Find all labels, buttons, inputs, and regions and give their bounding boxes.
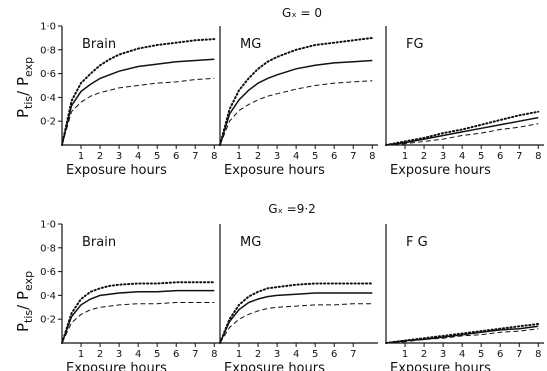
x-tick-label: 1 [78, 151, 84, 162]
series-line-dashed [61, 302, 215, 344]
x-tick-label: 6 [497, 151, 503, 162]
series-line-solid [219, 292, 373, 344]
x-tick-label: 8 [369, 151, 375, 162]
x-tick-label: 6 [173, 151, 179, 162]
x-tick-label: 7 [350, 151, 356, 162]
x-tick-label: 4 [135, 151, 141, 162]
x-axis-label: Exposure hours [66, 163, 167, 178]
panel-title: MG [240, 235, 261, 250]
x-tick-label: 2 [97, 151, 103, 162]
x-tick-label: 2 [421, 349, 427, 360]
x-axis-label: Exposure hours [224, 163, 325, 178]
x-tick-label: 4 [459, 349, 465, 360]
x-tick-label: 3 [440, 151, 446, 162]
x-tick-label: 4 [135, 349, 141, 360]
x-tick-label: 7 [516, 349, 522, 360]
panel-0: 1 2 3 4 5 6 7 8 0·2 0·4 0·6 0·8 1·0 Brain Exposure hou… [40, 22, 220, 178]
row-label-gx0: Gₓ = 0 [282, 6, 322, 20]
series-line-solid [61, 289, 215, 344]
series-line-dotted [385, 323, 540, 344]
series-line-dashed [219, 80, 373, 146]
series-line-solid [385, 325, 539, 344]
x-tick-label: 3 [116, 151, 122, 162]
y-tick-label: 0·4 [40, 291, 56, 302]
panel-title: Brain [82, 235, 116, 250]
x-tick-label: 8 [211, 151, 217, 162]
x-axis-label: Exposure hours [224, 361, 325, 371]
x-tick-label: 4 [459, 151, 465, 162]
x-tick-label: 7 [192, 151, 198, 162]
series-line-solid [385, 116, 539, 146]
x-tick-label: 6 [331, 349, 337, 360]
x-tick-label: 6 [173, 349, 179, 360]
panel-1: 1 2 3 4 5 6 7 8 MG Exposure hours [219, 26, 378, 178]
series-line-dashed [219, 303, 373, 344]
y-tick-label: 0·8 [40, 243, 56, 254]
y-tick-label: 0·6 [40, 69, 56, 80]
row-label-gx92: Gₓ =9·2 [268, 202, 316, 216]
x-tick-label: 5 [478, 151, 484, 162]
x-tick-label: 6 [331, 151, 337, 162]
x-tick-label: 2 [255, 349, 261, 360]
x-tick-label: 5 [312, 151, 318, 162]
x-tick-label: 4 [293, 151, 299, 162]
x-tick-label: 7 [516, 151, 522, 162]
panel-4: 1 2 3 4 5 6 7 MG Exposure hours [219, 224, 378, 371]
x-tick-label: 3 [116, 349, 122, 360]
x-tick-label: 1 [402, 151, 408, 162]
series-line-dotted [219, 36, 374, 146]
x-tick-label: 8 [535, 349, 541, 360]
x-tick-label: 5 [154, 151, 160, 162]
series-line-dotted [385, 110, 540, 146]
y-tick-label: 0·2 [40, 315, 56, 326]
series-line-dotted [61, 38, 216, 146]
y-tick-label: 0·8 [40, 45, 56, 56]
y-tick-label: 0·6 [40, 267, 56, 278]
x-axis-label: Exposure hours [66, 361, 167, 371]
series-line-dashed [61, 77, 215, 146]
x-tick-label: 1 [78, 349, 84, 360]
y-tick-label: 1·0 [40, 220, 56, 231]
x-tick-label: 2 [421, 151, 427, 162]
panel-title: Brain [82, 37, 116, 52]
series-line-solid [219, 59, 373, 146]
x-tick-label: 5 [478, 349, 484, 360]
x-tick-label: 2 [97, 349, 103, 360]
panel-5: 1 2 3 4 5 6 7 8 F G Exposure hours [385, 224, 544, 371]
panels: 1 2 3 4 5 6 7 8 0·2 0·4 0·6 0·8 1·0 Brain Exposure hou… [40, 22, 544, 371]
x-tick-label: 7 [192, 349, 198, 360]
panel-title: MG [240, 37, 261, 52]
x-tick-label: 1 [402, 349, 408, 360]
x-axis-label: Exposure hours [390, 163, 491, 178]
y-tick-label: 0·2 [40, 117, 56, 128]
x-tick-label: 1 [236, 349, 242, 360]
x-tick-label: 3 [274, 349, 280, 360]
series-line-solid [61, 58, 215, 146]
x-tick-label: 3 [440, 349, 446, 360]
series-line-dashed [385, 328, 539, 344]
y-tick-label: 1·0 [40, 22, 56, 33]
x-tick-label: 8 [211, 349, 217, 360]
x-axis-label: Exposure hours [390, 361, 491, 371]
y-tick-label: 0·4 [40, 93, 56, 104]
series-line-dashed [385, 123, 539, 146]
x-tick-label: 8 [535, 151, 541, 162]
x-tick-label: 4 [293, 349, 299, 360]
y-axis-label-top: Ptis/ Pexp [14, 57, 35, 118]
x-tick-label: 6 [497, 349, 503, 360]
x-tick-label: 5 [154, 349, 160, 360]
x-tick-label: 3 [274, 151, 280, 162]
panel-3: 1 2 3 4 5 6 7 8 0·2 0·4 0·6 0·8 1·0 Brain Exposure hou… [40, 220, 220, 371]
x-tick-label: 5 [312, 349, 318, 360]
panel-title: FG [406, 37, 424, 52]
series-line-dotted [61, 281, 216, 344]
x-tick-label: 7 [350, 349, 356, 360]
panel-title: F G [406, 235, 428, 250]
series-line-dotted [219, 282, 374, 344]
x-tick-label: 2 [255, 151, 261, 162]
panel-2: 1 2 3 4 5 6 7 8 FG Exposure hours [385, 26, 544, 178]
x-tick-label: 1 [236, 151, 242, 162]
y-axis-label-bottom: Ptis/ Pexp [14, 271, 35, 332]
